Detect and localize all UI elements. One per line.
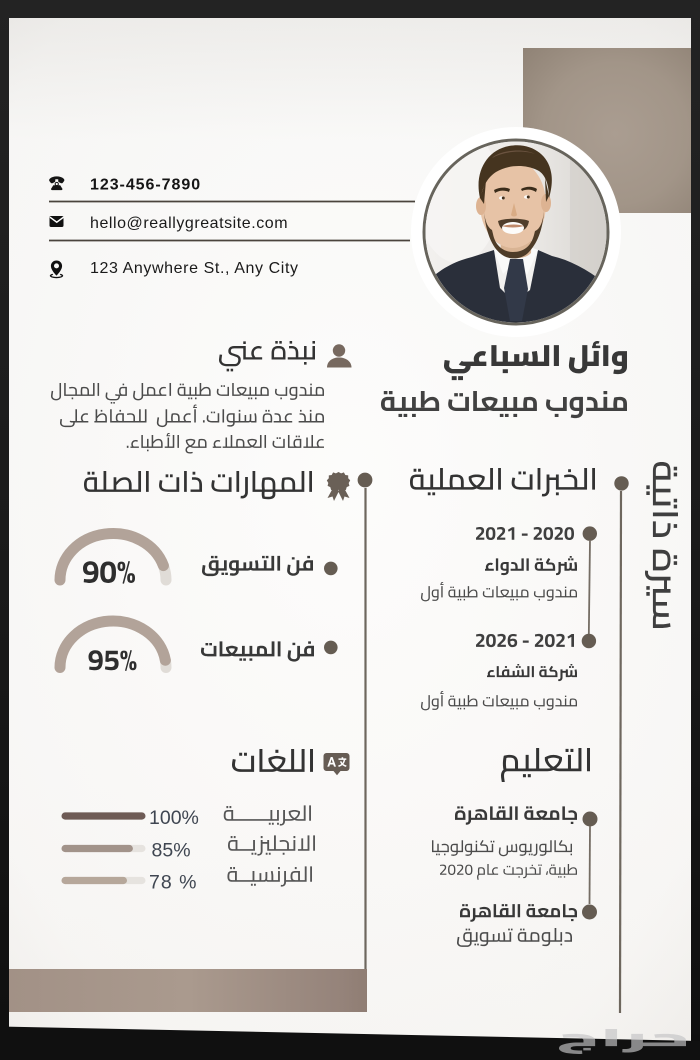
svg-text:85%: 85%	[152, 840, 191, 862]
svg-text:hello@reallygreatsite.com: hello@reallygreatsite.com	[90, 215, 288, 232]
svg-text:78 %: 78 %	[149, 872, 197, 894]
svg-text:123-456-7890: 123-456-7890	[90, 177, 201, 194]
svg-text:100%: 100%	[149, 807, 199, 829]
svg-text:123 Anywhere St., Any City: 123 Anywhere St., Any City	[90, 260, 299, 277]
